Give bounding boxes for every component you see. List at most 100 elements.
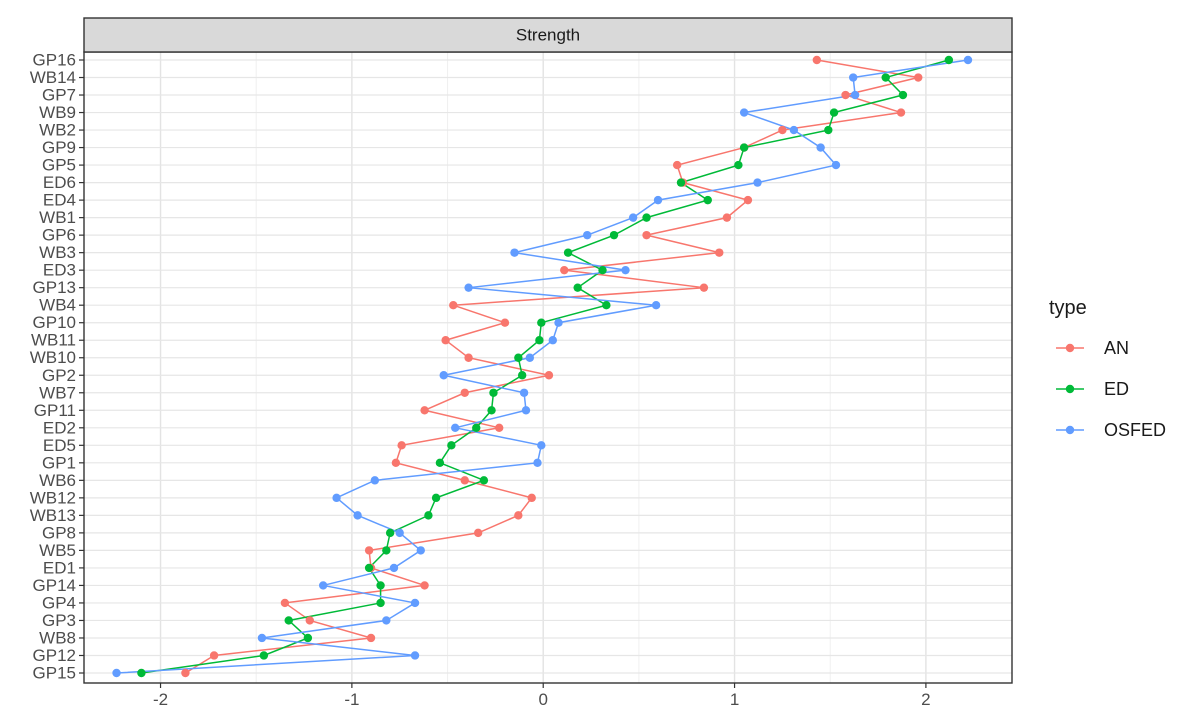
x-tick-label: 2	[921, 690, 930, 709]
y-tick-label: GP16	[33, 51, 76, 70]
facet-title: Strength	[516, 25, 580, 44]
legend: type AN ED OSFED	[1049, 297, 1166, 440]
data-point-ed	[734, 160, 743, 170]
x-tick-label: 0	[538, 690, 547, 709]
data-point-osfed	[554, 318, 563, 327]
y-tick-label: WB6	[39, 471, 76, 490]
data-point-ed	[829, 108, 839, 117]
y-tick-label: GP11	[34, 401, 76, 420]
y-tick-label: GP12	[33, 646, 76, 665]
y-axis: GP16WB14GP7WB9WB2GP9GP5ED6ED4WB1GP6WB3ED…	[30, 51, 84, 683]
data-point-osfed	[816, 143, 825, 152]
data-point-ed	[424, 511, 433, 520]
y-tick-label: WB11	[31, 331, 76, 350]
y-tick-label: WB8	[39, 628, 76, 647]
data-point-osfed	[439, 371, 448, 380]
data-point-osfed	[370, 476, 380, 485]
data-point-ed	[739, 143, 749, 152]
series-group	[112, 55, 973, 678]
data-point-osfed	[651, 301, 661, 310]
data-point-ed	[382, 546, 391, 555]
y-tick-label: GP8	[42, 523, 76, 542]
y-tick-label: WB9	[39, 103, 76, 122]
data-point-an	[364, 546, 374, 555]
data-point-osfed	[416, 546, 425, 555]
facet-strip-background	[83, 17, 1013, 53]
data-point-ed	[824, 125, 833, 135]
data-point-an	[715, 248, 724, 257]
data-point-ed	[489, 388, 498, 397]
data-point-an	[391, 458, 401, 468]
data-point-osfed	[548, 336, 557, 345]
legend-key-point-an	[1065, 343, 1075, 353]
data-point-osfed	[753, 178, 762, 187]
x-tick-label: -1	[344, 690, 359, 709]
data-point-an	[460, 388, 469, 397]
data-point-osfed	[963, 55, 973, 65]
y-tick-label: WB1	[39, 208, 76, 227]
y-tick-label: GP9	[42, 138, 76, 157]
data-point-ed	[479, 476, 489, 485]
data-point-an	[722, 213, 732, 222]
legend-label-an: AN	[1104, 338, 1129, 358]
data-point-osfed	[257, 633, 267, 643]
data-point-ed	[898, 90, 908, 100]
data-point-osfed	[395, 528, 404, 538]
y-tick-label: WB7	[39, 383, 76, 402]
data-point-ed	[602, 301, 611, 310]
data-point-an	[896, 108, 906, 117]
y-tick-label: GP14	[33, 576, 76, 595]
data-point-ed	[447, 441, 456, 450]
y-tick-label: GP2	[42, 366, 76, 385]
data-point-osfed	[628, 213, 638, 222]
data-point-an	[473, 528, 483, 538]
data-point-an	[495, 423, 504, 432]
data-point-osfed	[464, 283, 473, 292]
y-tick-label: GP4	[42, 593, 76, 612]
data-point-ed	[881, 73, 890, 82]
data-point-ed	[517, 371, 527, 380]
data-point-osfed	[739, 108, 749, 117]
legend-label-ed: ED	[1104, 379, 1129, 399]
data-point-ed	[563, 248, 573, 257]
data-point-an	[778, 125, 787, 135]
data-point-ed	[944, 55, 954, 65]
y-tick-label: ED4	[43, 191, 76, 210]
data-point-osfed	[353, 511, 362, 520]
data-point-an	[280, 598, 290, 608]
y-tick-label: GP1	[42, 453, 76, 472]
data-point-osfed	[332, 493, 341, 503]
y-tick-label: WB14	[30, 68, 76, 87]
data-point-osfed	[621, 265, 630, 275]
facet-strip: Strength	[83, 17, 1013, 53]
data-point-ed	[598, 265, 607, 275]
legend-key-point-ed	[1065, 384, 1075, 394]
y-tick-label: WB3	[39, 243, 76, 262]
data-point-an	[420, 406, 429, 415]
data-point-ed	[284, 616, 293, 625]
y-tick-label: GP3	[42, 611, 76, 630]
x-axis: -2 -1 0 1 2	[153, 683, 931, 709]
data-point-ed	[431, 493, 441, 503]
y-tick-label: ED3	[43, 261, 76, 280]
data-point-osfed	[112, 668, 121, 678]
y-tick-label: GP10	[33, 313, 76, 332]
y-tick-label: GP6	[42, 226, 76, 245]
legend-label-osfed: OSFED	[1104, 420, 1166, 440]
data-point-ed	[514, 353, 523, 362]
legend-key-point-osfed	[1065, 425, 1075, 435]
data-point-an	[914, 73, 923, 82]
data-point-osfed	[525, 353, 535, 362]
data-point-osfed	[831, 160, 841, 170]
data-point-ed	[364, 563, 374, 573]
data-point-an	[366, 633, 376, 643]
data-point-osfed	[653, 195, 663, 205]
data-point-osfed	[519, 388, 529, 397]
data-point-ed	[385, 528, 395, 538]
data-point-ed	[487, 406, 496, 415]
data-point-ed	[703, 195, 712, 205]
y-tick-label: WB2	[39, 121, 76, 140]
data-point-an	[500, 318, 510, 327]
y-tick-label: WB5	[39, 541, 76, 560]
data-point-ed	[137, 668, 146, 678]
